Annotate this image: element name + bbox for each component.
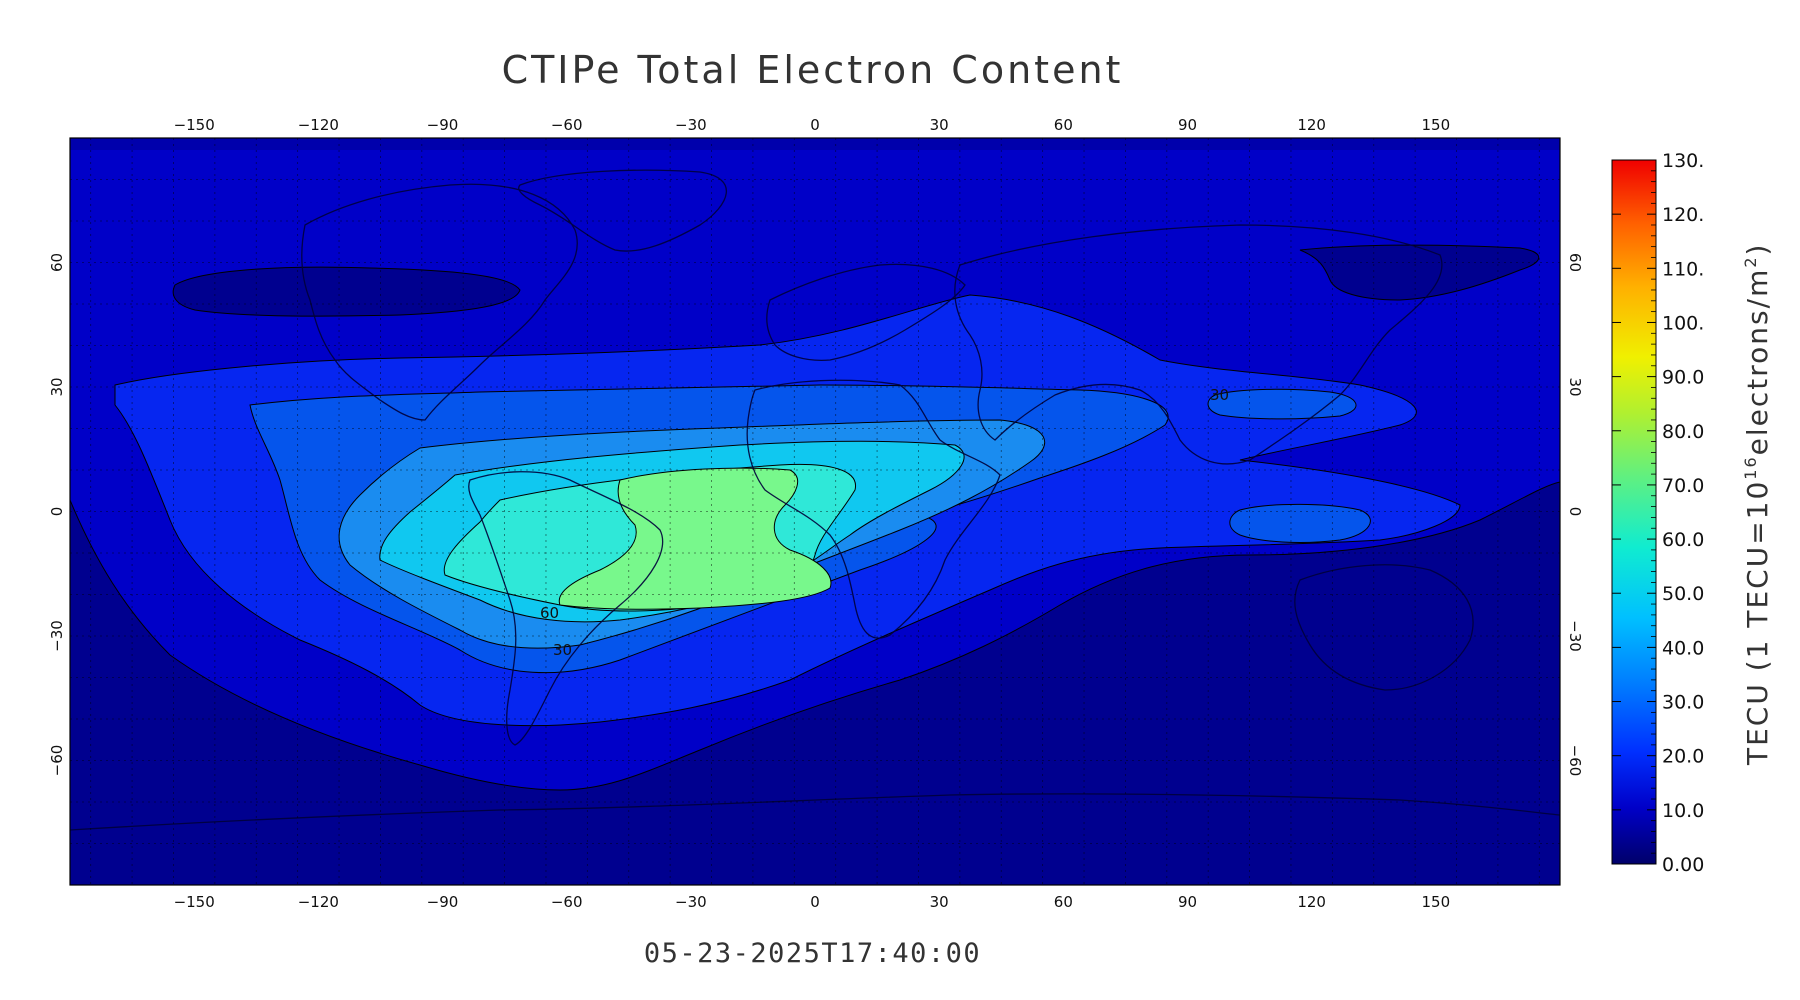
- lat-tick-right: 0: [1566, 507, 1584, 517]
- lon-tick-top: −30: [675, 116, 707, 134]
- colorbar-ticks: 130. 120. 110. 100. 90.0 80.0 70.0 60.0 50.0 40.0…: [1612, 150, 1704, 876]
- lat-tick-left: 30: [48, 377, 66, 396]
- colorbar-tick-label: 0.00: [1662, 854, 1704, 876]
- lat-tick-left: −30: [48, 620, 66, 652]
- longitude-labels-top: −150 −120 −90 −60 −30 0 30 60 90 120 150: [174, 116, 1451, 134]
- lon-tick-top: −150: [174, 116, 215, 134]
- lon-tick-top: 90: [1178, 116, 1197, 134]
- colorbar-label: TECU (1 TECU=1016electrons/m2): [1741, 243, 1774, 766]
- coastlines: [70, 169, 1560, 831]
- lon-tick-bottom: 30: [930, 893, 949, 911]
- lon-tick-bottom: −120: [298, 893, 339, 911]
- timestamp: 05-23-2025T17:40:00: [643, 938, 982, 969]
- lat-lon-grid: [70, 138, 1560, 885]
- coast-africa: [746, 379, 1001, 639]
- tec-contour-30-asia: [1207, 388, 1357, 420]
- colorbar-tick-label: 40.0: [1662, 637, 1704, 659]
- lon-tick-top: 150: [1422, 116, 1451, 134]
- colorbar-tick-label: 80.0: [1662, 421, 1704, 443]
- low-tec-region-north-pacific: [172, 266, 521, 317]
- lon-tick-bottom: −150: [174, 893, 215, 911]
- lat-tick-left: −60: [48, 745, 66, 777]
- colorbar-tick-label: 110.: [1662, 258, 1704, 280]
- lon-tick-bottom: 90: [1178, 893, 1197, 911]
- latitude-labels-left: 60 30 0 −30 −60: [48, 253, 66, 776]
- high-lat-band-north: [70, 138, 1560, 150]
- contour-label-60: 60: [540, 604, 559, 622]
- coast-greenland: [518, 169, 728, 252]
- lon-tick-top: 0: [810, 116, 820, 134]
- colorbar-tick-label: 120.: [1662, 204, 1704, 226]
- lon-tick-bottom: 120: [1297, 893, 1326, 911]
- contour-label-30-sa: 30: [553, 641, 572, 659]
- lat-tick-right: −60: [1566, 745, 1584, 777]
- chart-title: CTIPe Total Electron Content: [501, 48, 1124, 92]
- colorbar-label-exp2: 2: [1741, 255, 1760, 267]
- coast-australia: [1294, 564, 1474, 691]
- lat-tick-left: 0: [48, 507, 66, 517]
- coast-europe: [766, 263, 966, 361]
- low-tec-region-north-asia: [1299, 244, 1540, 301]
- high-lat-band: [70, 820, 1560, 885]
- lon-tick-top: 60: [1054, 116, 1073, 134]
- colorbar-tick-label: 60.0: [1662, 529, 1704, 551]
- lon-tick-top: −120: [298, 116, 339, 134]
- colorbar-tick-label: 30.0: [1662, 692, 1704, 714]
- colorbar-label-tail: electrons/m: [1741, 268, 1774, 456]
- lon-tick-bottom: −30: [675, 893, 707, 911]
- tec-contour-60: [558, 467, 832, 610]
- lon-tick-top: −90: [427, 116, 459, 134]
- coast-north-america: [301, 183, 578, 421]
- colorbar-tick-label: 50.0: [1662, 583, 1704, 605]
- coast-asia: [954, 224, 1443, 465]
- map-frame: [69, 137, 1561, 886]
- colorbar-tick-label: 10.0: [1662, 800, 1704, 822]
- colorbar-tick-label: 70.0: [1662, 475, 1704, 497]
- colorbar-tick-label: 130.: [1662, 150, 1704, 172]
- lon-tick-top: 120: [1297, 116, 1326, 134]
- colorbar-tick-label: 100.: [1662, 312, 1704, 334]
- lon-tick-bottom: −90: [427, 893, 459, 911]
- low-tec-region-south: [70, 481, 1560, 885]
- colorbar-label-close: ): [1741, 243, 1774, 256]
- coast-antarctica: [70, 793, 1560, 831]
- lon-tick-bottom: 150: [1422, 893, 1451, 911]
- lon-tick-top: −60: [551, 116, 583, 134]
- longitude-labels-bottom: −150 −120 −90 −60 −30 0 30 60 90 120 150: [174, 893, 1451, 911]
- tec-contour-30-indonesia: [1229, 503, 1371, 543]
- latitude-labels-right: 60 30 0 −30 −60: [1566, 253, 1584, 776]
- lat-tick-right: 30: [1566, 377, 1584, 396]
- lon-tick-bottom: −60: [551, 893, 583, 911]
- colorbar-label-main: TECU (1 TECU=10: [1741, 480, 1774, 766]
- lon-tick-bottom: 60: [1054, 893, 1073, 911]
- lat-tick-right: 60: [1566, 253, 1584, 272]
- contour-label-30-asia: 30: [1210, 386, 1229, 404]
- lat-tick-left: 60: [48, 253, 66, 272]
- colorbar-tick-label: 90.0: [1662, 367, 1704, 389]
- lat-tick-right: −30: [1566, 620, 1584, 652]
- colorbar: [1611, 159, 1657, 865]
- colorbar-tick-label: 20.0: [1662, 746, 1704, 768]
- lon-tick-top: 30: [930, 116, 949, 134]
- lon-tick-bottom: 0: [810, 893, 820, 911]
- colorbar-label-exp: 16: [1741, 455, 1760, 479]
- coast-south-america: [468, 471, 664, 746]
